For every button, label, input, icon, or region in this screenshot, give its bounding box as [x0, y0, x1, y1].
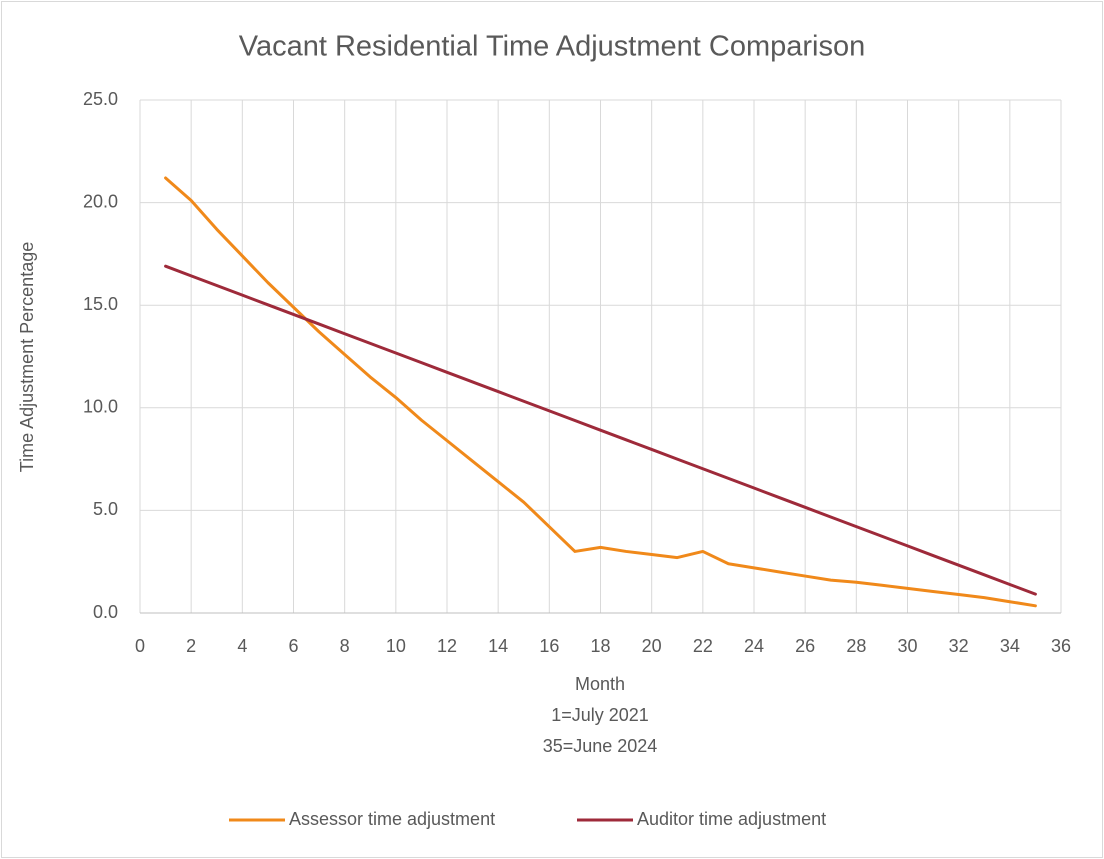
x-axis-label: 1=July 2021: [551, 705, 649, 725]
y-tick-label: 15.0: [83, 294, 118, 314]
x-tick-label: 2: [186, 636, 196, 656]
x-tick-label: 24: [744, 636, 764, 656]
series-line: [164, 176, 1037, 608]
x-tick-label: 6: [288, 636, 298, 656]
x-tick-label: 28: [846, 636, 866, 656]
y-tick-label: 25.0: [83, 89, 118, 109]
x-tick-label: 0: [135, 636, 145, 656]
legend-label: Assessor time adjustment: [289, 809, 495, 829]
chart-title: Vacant Residential Time Adjustment Compa…: [239, 31, 866, 63]
x-tick-label: 10: [386, 636, 406, 656]
y-tick-label: 0.0: [93, 602, 118, 622]
x-tick-label: 22: [693, 636, 713, 656]
y-tick-label: 5.0: [93, 499, 118, 519]
x-tick-label: 18: [590, 636, 610, 656]
x-axis-label: Month: [575, 674, 625, 694]
legend-label: Auditor time adjustment: [637, 809, 826, 829]
x-axis-label: 35=June 2024: [543, 736, 658, 756]
x-tick-label: 4: [237, 636, 247, 656]
x-tick-label: 36: [1051, 636, 1071, 656]
x-tick-label: 14: [488, 636, 508, 656]
x-tick-label: 16: [539, 636, 559, 656]
x-tick-label: 12: [437, 636, 457, 656]
x-tick-label: 20: [642, 636, 662, 656]
x-tick-label: 30: [897, 636, 917, 656]
x-tick-label: 34: [1000, 636, 1020, 656]
x-tick-label: 32: [949, 636, 969, 656]
x-tick-label: 8: [340, 636, 350, 656]
series-line: [164, 264, 1037, 596]
y-axis-label: Time Adjustment Percentage: [17, 242, 37, 472]
x-tick-label: 26: [795, 636, 815, 656]
y-tick-label: 10.0: [83, 397, 118, 417]
y-tick-label: 20.0: [83, 191, 118, 211]
